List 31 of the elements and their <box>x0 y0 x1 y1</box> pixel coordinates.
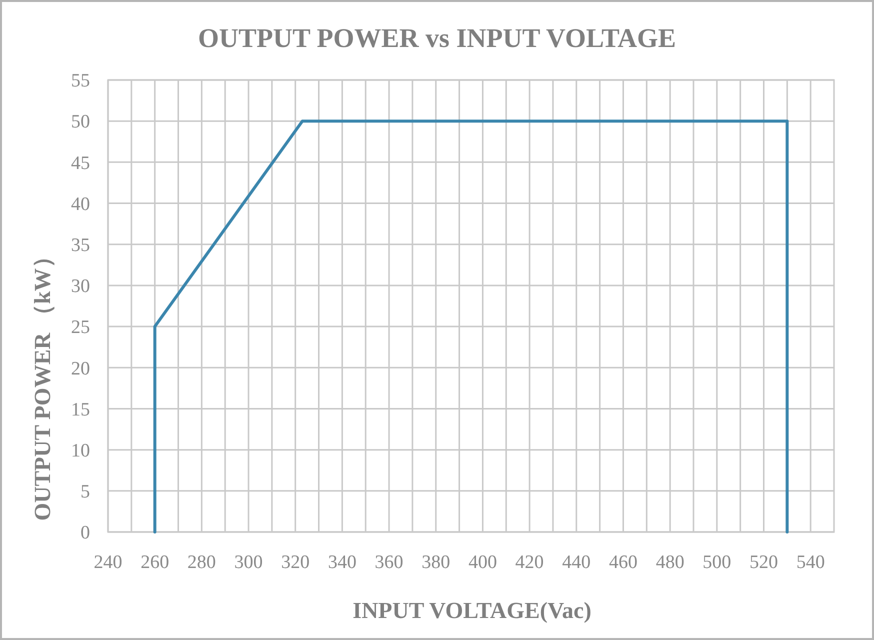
x-tick-label: 360 <box>374 552 404 573</box>
y-tick-label: 35 <box>71 235 90 256</box>
chart-title: OUTPUT POWER vs INPUT VOLTAGE <box>198 23 676 53</box>
x-tick-label: 340 <box>328 552 356 573</box>
y-tick-label: 10 <box>71 440 90 462</box>
y-tick-label: 20 <box>71 358 90 380</box>
x-tick-label: 240 <box>94 552 122 573</box>
x-tick-label: 440 <box>562 552 591 573</box>
y-tick-label: 45 <box>71 152 90 174</box>
x-tick-label: 400 <box>468 552 497 573</box>
x-tick-label: 420 <box>515 552 544 573</box>
x-tick-label: 520 <box>749 552 778 573</box>
y-tick-label: 0 <box>80 522 90 544</box>
x-tick-label: 280 <box>187 552 216 573</box>
y-tick-label: 25 <box>71 317 90 338</box>
y-tick-label: 40 <box>71 194 90 215</box>
y-tick-label: 5 <box>80 482 90 503</box>
x-tick-label: 300 <box>234 552 263 573</box>
y-tick-label: 50 <box>71 112 90 133</box>
y-axis-title: OUTPUT POWER （kW） <box>30 245 55 521</box>
x-tick-label: 460 <box>608 552 638 573</box>
y-tick-label: 55 <box>71 70 90 92</box>
y-tick-label: 15 <box>71 399 90 420</box>
x-tick-label: 380 <box>422 552 450 573</box>
x-tick-label: 320 <box>281 552 310 573</box>
x-tick-label: 480 <box>656 552 684 573</box>
y-tick-label: 30 <box>71 276 90 298</box>
x-axis-title: INPUT VOLTAGE(Vac) <box>352 598 592 623</box>
x-tick-label: 540 <box>796 552 825 573</box>
x-tick-label: 260 <box>140 552 170 573</box>
x-tick-label: 500 <box>702 552 732 573</box>
